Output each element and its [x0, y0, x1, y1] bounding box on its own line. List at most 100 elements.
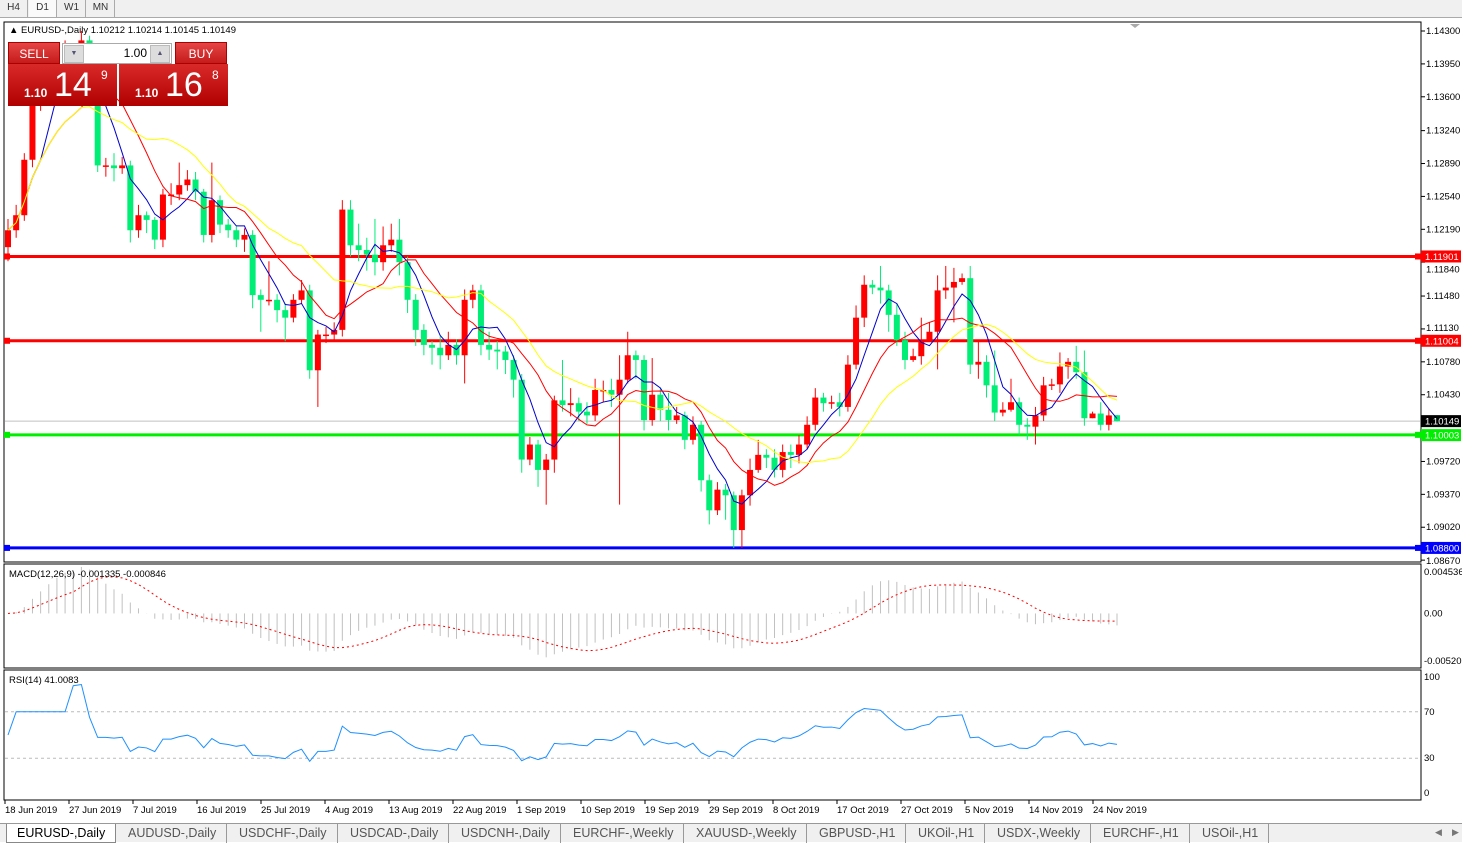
chart-tab[interactable]: EURCHF-,Weekly: [563, 824, 685, 843]
timeframe-mn[interactable]: MN: [87, 0, 115, 17]
candle: [551, 395, 558, 473]
candle: [1105, 408, 1112, 431]
sell-price[interactable]: 1.10 14 9: [8, 64, 117, 106]
main-pane: [3, 21, 1422, 563]
line-handle[interactable]: [4, 253, 10, 260]
price-label: 1.09020: [1426, 522, 1460, 533]
candle-body: [241, 234, 248, 240]
candle-body: [445, 344, 452, 356]
candle-body: [665, 409, 672, 421]
candle-body: [420, 329, 427, 345]
candle-body: [706, 480, 713, 511]
macd-axis-label: 0.00: [1424, 608, 1443, 619]
buy-price[interactable]: 1.10 16 8: [119, 64, 228, 106]
hline-price-label: 1.08800: [1425, 543, 1459, 554]
chart-shift-marker-icon[interactable]: [1130, 24, 1140, 28]
line-handle[interactable]: [1415, 253, 1421, 260]
tab-scroll-left-icon[interactable]: ◀: [1435, 827, 1442, 837]
candle-body: [1081, 372, 1088, 419]
candle: [21, 153, 28, 221]
rsi-label: RSI(14) 41.0083: [9, 675, 79, 686]
chart-tab[interactable]: UKOil-,H1: [908, 824, 986, 843]
line-handle[interactable]: [4, 431, 10, 438]
candle-body: [853, 317, 860, 365]
candle: [355, 223, 362, 262]
candle-body: [363, 249, 370, 255]
candle-body: [192, 179, 199, 192]
rsi-axis-label: 100: [1424, 672, 1440, 683]
chart-area[interactable]: ▲ EURUSD-,Daily 1.10212 1.10214 1.10145 …: [0, 0, 1462, 823]
candle: [1056, 352, 1063, 393]
candle-body: [861, 284, 868, 318]
line-handle[interactable]: [1415, 544, 1421, 551]
candle-body: [901, 340, 908, 360]
candle-body: [942, 287, 949, 291]
date-label: 5 Nov 2019: [965, 805, 1014, 816]
chart-tab[interactable]: AUDUSD-,Daily: [118, 824, 228, 843]
chart-tab[interactable]: EURUSD-,Daily: [6, 824, 117, 843]
candle: [265, 261, 272, 306]
collapse-triangle-icon[interactable]: ▲: [9, 25, 21, 36]
candle-body: [755, 454, 762, 470]
candle-body: [102, 165, 109, 167]
candle: [1065, 358, 1072, 379]
ma-slow-line: [7, 106, 1118, 464]
date-label: 17 Oct 2019: [837, 805, 889, 816]
candle: [396, 218, 403, 276]
chart-tab[interactable]: USDCAD-,Daily: [340, 824, 450, 843]
tab-scroll-right-icon[interactable]: ▶: [1452, 827, 1459, 837]
line-handle[interactable]: [1415, 337, 1421, 344]
candle: [200, 188, 207, 243]
candle-body: [200, 191, 207, 235]
hline-price-box: [1421, 250, 1461, 263]
lot-increase-icon[interactable]: ▲: [150, 45, 170, 63]
chart-tab[interactable]: GBPUSD-,H1: [809, 824, 907, 843]
chart-tab[interactable]: EURCHF-,H1: [1093, 824, 1190, 843]
date-label: 19 Sep 2019: [645, 805, 699, 816]
line-handle[interactable]: [1415, 431, 1421, 438]
candle: [282, 303, 289, 342]
hline-price-box: [1421, 334, 1461, 347]
candle-body: [877, 287, 884, 291]
candle-body: [412, 299, 419, 330]
candle-body: [502, 351, 509, 360]
lot-decrease-icon[interactable]: ▼: [64, 45, 84, 63]
timeframe-d1[interactable]: D1: [29, 0, 57, 17]
candle: [453, 339, 460, 365]
lot-value[interactable]: 1.00: [123, 46, 147, 60]
price-label: 1.13950: [1426, 59, 1460, 70]
candle: [910, 348, 917, 362]
candle: [1016, 397, 1023, 436]
candle-body: [1032, 415, 1039, 427]
chart-tab[interactable]: USDCHF-,Daily: [229, 824, 338, 843]
candle: [233, 226, 240, 248]
lot-size-field[interactable]: ▼ 1.00 ▲: [62, 43, 172, 64]
candle: [926, 322, 933, 342]
candle-body: [689, 424, 696, 440]
candle-body: [111, 165, 118, 169]
chart-tab[interactable]: XAUUSD-,Weekly: [686, 824, 808, 843]
candle: [641, 355, 648, 431]
line-handle[interactable]: [4, 544, 10, 551]
candle: [567, 388, 574, 417]
chart-tab[interactable]: USDCNH-,Daily: [451, 824, 561, 843]
buy-button[interactable]: BUY: [175, 42, 227, 64]
candle-body: [616, 379, 623, 395]
sell-button[interactable]: SELL: [8, 42, 60, 64]
candle: [665, 392, 672, 431]
timeframe-h4[interactable]: H4: [0, 0, 28, 17]
candle: [681, 411, 688, 450]
candle: [323, 327, 330, 344]
timeframe-w1[interactable]: W1: [58, 0, 86, 17]
candle: [1048, 378, 1055, 391]
candle: [371, 218, 378, 276]
horizontal-lines: [4, 253, 1421, 551]
candle: [616, 355, 623, 505]
candle-body: [567, 403, 574, 406]
candle: [983, 355, 990, 398]
chart-tab[interactable]: USOil-,H1: [1192, 824, 1270, 843]
chart-tab[interactable]: USDX-,Weekly: [987, 824, 1092, 843]
rsi-axis-label: 70: [1424, 707, 1435, 718]
line-handle[interactable]: [4, 337, 10, 344]
candle: [1081, 350, 1088, 426]
